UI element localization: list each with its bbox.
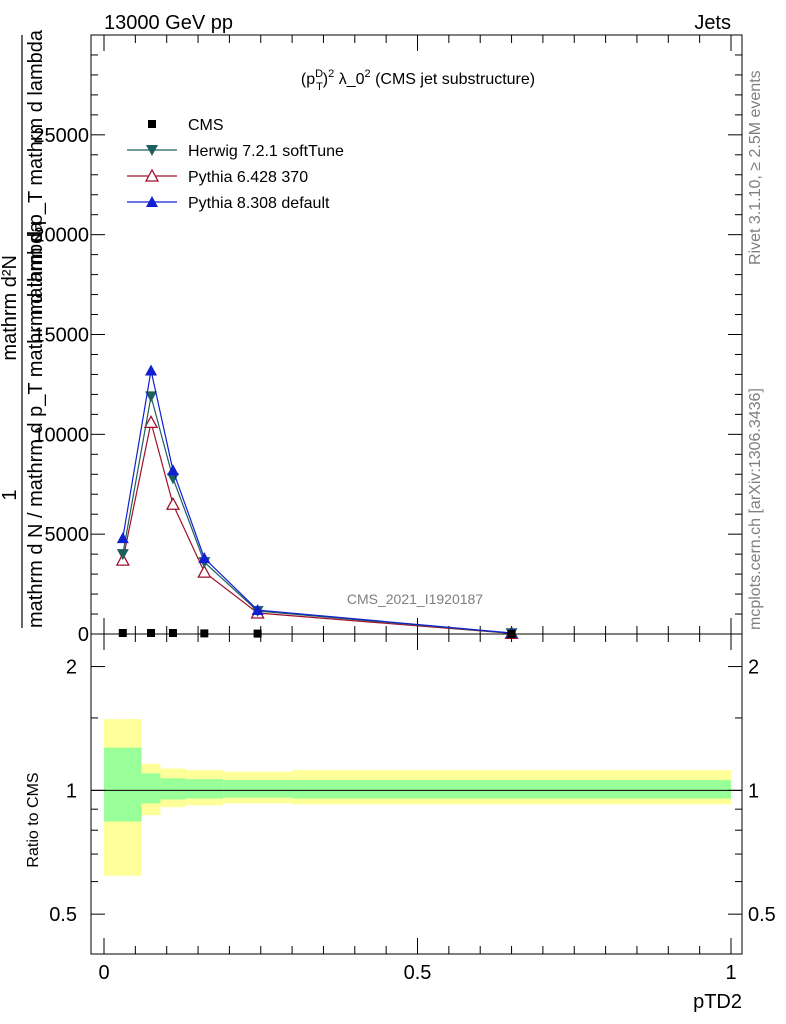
stat-uncertainty-band [185,779,224,799]
x-tick-label: 1 [725,962,736,984]
data-point [147,629,156,638]
main-y-tick-label: 0 [78,624,89,646]
data-point [116,549,129,561]
main-y-tick-label: 20000 [33,225,89,247]
series-line [122,422,512,634]
data-point [166,464,179,476]
data-point [116,532,129,544]
ratio-y-tick-label: 1 [66,780,77,802]
data-point [165,496,181,510]
stat-uncertainty-band [160,778,186,800]
data-point [118,629,127,638]
y-label-line-4: mathrm d p_T mathrm d lambda [25,29,47,315]
chart-title: (pD T)2 λ_02 (CMS jet substructure) [301,68,535,93]
ratio-y-tick-label: 0.5 [49,904,77,926]
data-point [145,364,158,376]
legend-marker [144,168,160,182]
data-point [168,629,177,638]
x-tick-label: 0 [98,962,109,984]
rivet-label: Rivet 3.1.10, ≥ 2.5M events [747,70,764,265]
stat-uncertainty-band [292,779,731,799]
ratio-y-tick-label-right: 0.5 [748,904,776,926]
main-y-label: 1 mathrm d N / mathrm d p_T mathrm d lam… [0,29,47,628]
stat-uncertainty-band [223,779,293,798]
main-y-tick-label: 5000 [45,524,90,546]
ratio-y-ticks: 0.5 0.5 1 1 2 2 [49,657,776,927]
legend-label: CMS [188,117,224,134]
stat-uncertainty-band [141,773,161,804]
header-energy: 13000 GeV pp [104,12,233,34]
legend-marker [146,196,158,207]
legend-label: Pythia 8.308 default [188,195,330,212]
ratio-y-tick-label-right: 2 [748,657,759,679]
legend-label: Herwig 7.2.1 softTune [188,143,344,160]
legend-label: Pythia 6.428 370 [188,169,308,186]
data-point [143,414,159,429]
data-point [251,604,264,616]
ratio-y-label: Ratio to CMS [25,772,42,867]
data-point [166,473,179,485]
data-point [197,564,212,578]
x-axis-label: pTD2 [693,991,742,1013]
main-y-ticks: 0 5000 10000 15000 20000 25000 [33,54,742,646]
y-label-line-1: 1 [0,489,21,500]
ratio-x-ticks: 0 0.5 1 [98,634,737,984]
y-label-line-2: mathrm d N / mathrm d p_T mathrm d lambd… [25,221,47,628]
data-point [198,552,211,564]
main-y-tick-label: 10000 [33,424,89,446]
legend-marker [148,120,156,128]
series-line [122,396,512,634]
x-tick-label: 0.5 [404,962,432,984]
ratio-bands [104,719,731,876]
header-process: Jets [694,12,731,34]
ratio-y-tick-label-right: 1 [748,780,759,802]
ratio-frame [90,633,743,955]
data-point [145,391,158,403]
legend: CMS Herwig 7.2.1 softTune Pythia 6.428 370… [127,117,344,212]
ratio-y-tick-label: 2 [66,657,77,679]
stat-uncertainty-band [104,747,142,822]
main-y-tick-label: 25000 [33,125,89,147]
mcplots-label: mcplots.cern.ch [arXiv:1306.3436] [747,388,764,630]
legend-marker [146,145,158,156]
data-point [200,629,209,638]
main-y-tick-label: 15000 [33,325,89,347]
y-label-line-3: mathrm d²N [0,255,21,361]
analysis-watermark: CMS_2021_I1920187 [347,591,483,607]
series-line [122,370,512,634]
